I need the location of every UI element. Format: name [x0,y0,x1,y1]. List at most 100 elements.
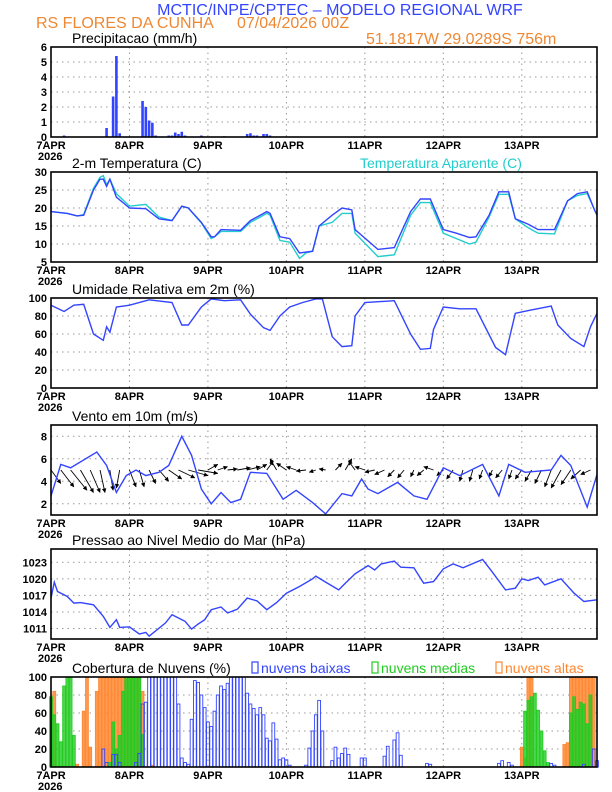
cloud-bar-medium [55,723,60,768]
x-tick-label: 12APR [426,642,462,654]
x-tick-label: 9APR [193,642,222,654]
cloud-bar-medium [536,709,540,768]
cloud-bar-medium [130,676,135,768]
cloud-bar-low [238,676,243,768]
cloud-bar-low [206,721,210,768]
precip-bar [141,101,144,137]
cloud-bar-medium [62,685,66,768]
wind-vector [269,458,277,471]
cloud-bar-medium [124,676,129,768]
x-tick-label: 9APR [193,518,222,530]
cloud-bar-low [261,714,266,768]
x-tick-label: 13APR [504,391,540,403]
cloud-bar-low [163,676,168,768]
y-tick-label: 4 [41,476,48,488]
cloud-bar-medium [578,701,583,768]
cloud-bar-low [235,676,240,768]
cloud-bar-low [209,726,214,768]
cloud-bar-low [251,708,256,768]
wind-vector [387,469,395,478]
cloud-bar-low [307,747,312,768]
cloud-bar-high [81,710,86,768]
cloud-bar-medium [58,741,63,768]
wind-vector [237,466,251,471]
wind-vector [308,468,316,474]
cloud-bar-low [114,753,119,768]
precip-bar [245,134,249,137]
panel-2: Umidade Relativa em 2m (%) 0 20 40 60 80 100 7A… [29,281,598,414]
wind-vector [256,463,268,471]
y-tick-label: 1011 [23,624,47,636]
wind-vector [374,469,385,475]
cloud-bar-low [320,730,325,768]
wind-vector [397,469,405,479]
run-time: 07/04/2026 00Z [237,15,349,32]
cloud-bar-low [333,746,338,768]
y-tick-label: 60 [35,329,47,341]
x-tick-label: 8APR [115,391,144,403]
x-tick-label: 12APR [426,265,462,277]
y-tick-label: 5 [41,257,47,269]
cloud-bar-low [166,676,171,768]
x-tick-label: 11APR [347,391,382,403]
cloud-bar-low [101,748,106,768]
y-tick-label: 20 [35,744,47,756]
y-tick-label: 5 [41,57,47,69]
plot-frame [50,297,598,389]
wind-vector [148,469,157,484]
y-tick-label: 100 [29,293,47,305]
wind-vector [227,467,238,472]
cloud-bar-medium [65,676,70,768]
x-tick-label: 13APR [504,518,540,530]
precip-bar [151,122,154,137]
x-tick-label: 10APR [269,770,305,782]
plot-frame [50,46,598,138]
x-tick-label: 10APR [269,518,305,530]
precip-bar [173,132,177,137]
y-tick-label: 4 [41,72,48,84]
cloud-bar-medium [582,703,586,768]
legend-label-high: nuvens altas [505,660,584,676]
cloud-bar-high [88,746,93,768]
cloud-bar-high [94,690,99,768]
cloud-bar-medium [568,712,573,768]
x-tick-label: 11APR [347,518,382,530]
plot-frame [50,548,598,640]
cloud-bar-low [143,701,148,768]
cloud-bar-medium [72,735,76,768]
precip-bar [115,56,118,137]
cloud-bar-low [310,730,315,768]
x-tick-label: 8APR [115,140,144,152]
year-label: 2026 [38,151,62,163]
cloud-bar-low [137,753,142,768]
wind-vector [514,469,523,480]
cloud-bar-medium [588,694,593,768]
cloud-bar-low [179,757,184,768]
cloud-bar-medium [533,692,537,768]
cloud-bar-high [519,746,524,768]
year-label: 2026 [38,781,62,792]
precip-bar [262,134,265,137]
x-tick-label: 12APR [426,518,462,530]
cloud-bar-low [215,694,220,768]
panel-title: Pressao ao Nivel Medio do Mar (hPa) [72,532,305,548]
precip-bar [144,107,148,137]
cloud-bar-low [398,754,403,768]
year-label: 2026 [38,653,62,665]
legend-swatch-low [251,661,259,674]
wind-vector [168,469,183,480]
cloud-bar-high [98,676,102,768]
cloud-bar-low [160,676,165,768]
panel-title: 2-m Temperatura (C) [72,155,202,171]
x-tick-label: 9APR [193,140,222,152]
x-tick-label: 10APR [269,140,305,152]
wind-vector [495,469,503,479]
panel-title: Precipitacao (mm/h) [72,30,197,46]
y-tick-label: 1020 [23,574,47,586]
cloud-bar-low [274,738,279,768]
year-label: 2026 [38,529,62,541]
y-tick-label: 20 [35,203,47,215]
x-tick-label: 13APR [504,642,540,654]
y-tick-label: 6 [41,42,47,54]
wind-vector [507,469,513,480]
